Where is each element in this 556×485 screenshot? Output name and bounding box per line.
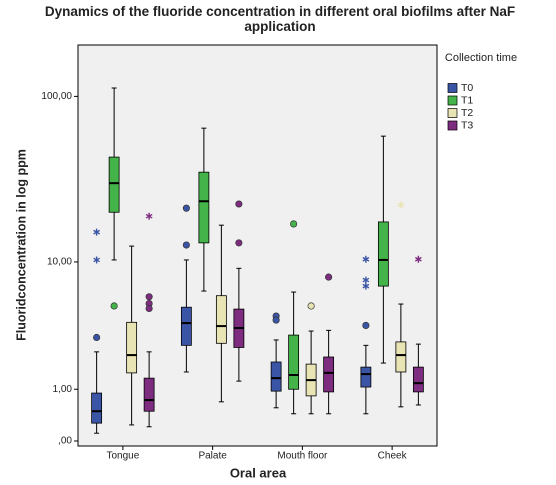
outlier xyxy=(235,200,243,208)
outlier xyxy=(235,239,243,247)
extreme xyxy=(362,276,370,284)
legend-swatch xyxy=(447,108,458,118)
extreme xyxy=(93,228,101,236)
outlier xyxy=(272,316,280,324)
extreme xyxy=(362,255,370,263)
box xyxy=(270,361,282,392)
y-axis-label: Fluoridconcentration in log ppm xyxy=(14,149,28,341)
x-tick-label: Tongue xyxy=(106,451,139,462)
outlier xyxy=(110,302,118,310)
outlier xyxy=(362,321,370,329)
outlier xyxy=(182,204,190,212)
y-tick-label: ,00 xyxy=(58,436,72,447)
box xyxy=(215,295,227,344)
legend-swatch xyxy=(447,95,458,106)
outlier xyxy=(290,220,298,228)
outlier xyxy=(182,241,190,249)
legend-label: T2 xyxy=(461,107,473,119)
extreme xyxy=(93,256,101,264)
box xyxy=(288,334,300,390)
legend-label: T1 xyxy=(461,94,473,106)
x-tick-label: Cheek xyxy=(378,451,408,462)
x-axis-label: Oral area xyxy=(230,465,287,480)
legend-swatch xyxy=(447,120,458,131)
outlier xyxy=(145,293,153,301)
plot-area xyxy=(77,44,438,447)
box xyxy=(108,156,120,213)
box xyxy=(143,377,155,412)
y-tick-label: 100,00 xyxy=(41,91,72,102)
outlier xyxy=(325,273,333,281)
box xyxy=(395,341,407,373)
box xyxy=(91,392,103,424)
extreme xyxy=(145,212,153,220)
outlier xyxy=(145,304,153,313)
box xyxy=(198,171,210,244)
x-tick-label: Palate xyxy=(198,451,227,462)
box xyxy=(180,306,192,346)
legend-swatch xyxy=(447,83,458,93)
box xyxy=(377,221,389,287)
box xyxy=(360,366,372,388)
x-tick-label: Mouth floor xyxy=(277,451,328,462)
box xyxy=(126,321,138,374)
box xyxy=(412,366,424,393)
extreme xyxy=(414,255,422,263)
outlier xyxy=(307,302,315,310)
extreme xyxy=(362,282,370,290)
y-tick-label: 1,00 xyxy=(53,384,73,395)
outlier xyxy=(93,333,101,342)
legend-label: T3 xyxy=(461,119,473,131)
extreme xyxy=(397,201,405,209)
chart-title: Dynamics of the fluoride concentration i… xyxy=(44,4,516,34)
legend-label: T0 xyxy=(461,82,473,94)
box xyxy=(323,356,335,393)
legend-title: Collection time xyxy=(444,52,518,64)
y-tick-label: 10,00 xyxy=(47,257,72,268)
